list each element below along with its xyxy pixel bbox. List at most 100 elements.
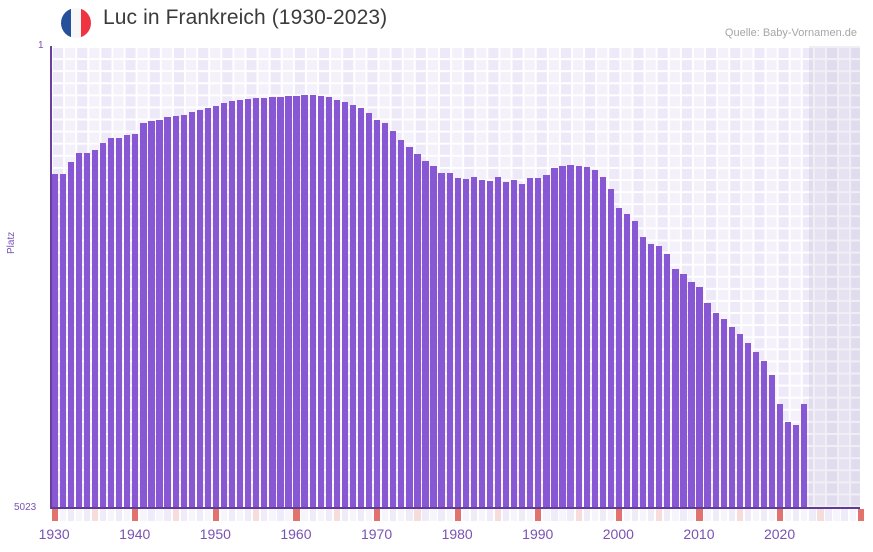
x-axis-tick-cell: [519, 509, 526, 521]
x-axis-tick-label: 1930: [38, 526, 70, 542]
x-axis-tick-cell: [398, 509, 405, 521]
x-axis-tick-cell: [470, 509, 478, 521]
x-axis-tick-cell: [196, 509, 203, 521]
x-axis-tick-cell: [309, 509, 316, 521]
chart-header: Luc in Frankreich (1930-2023) Quelle: Ba…: [0, 0, 873, 46]
x-axis-tick-cell: [180, 509, 187, 521]
y-axis-line: [50, 46, 52, 509]
bar: [462, 179, 469, 508]
x-axis-tick-cell: [75, 509, 83, 521]
x-axis-tick-cell: [535, 509, 542, 521]
bar: [317, 95, 324, 508]
bar: [204, 108, 212, 508]
x-axis-tick-cell: [454, 509, 461, 521]
x-axis-tick-cell: [333, 509, 340, 521]
x-axis-tick-cell: [269, 509, 276, 521]
bar: [261, 98, 268, 508]
x-axis-tick-cell: [365, 509, 373, 521]
x-axis-tick-cell: [99, 509, 107, 521]
bar: [293, 95, 300, 508]
x-axis-tick-cell: [599, 509, 606, 521]
bar: [253, 98, 260, 508]
bar: [430, 165, 437, 508]
x-axis-tick-cell: [527, 509, 534, 521]
x-axis-tick-cell: [382, 509, 389, 521]
x-axis-tick-cell: [736, 509, 743, 521]
unobserved-range-shade: [808, 46, 860, 508]
x-axis-tick-cell: [672, 509, 679, 521]
bar: [91, 149, 99, 508]
x-axis-tick-label: 1940: [119, 526, 151, 542]
x-axis-tick-cell: [245, 509, 252, 521]
bar: [301, 94, 308, 508]
bar: [728, 327, 735, 508]
bar: [752, 352, 760, 508]
x-axis-tick-cell: [591, 509, 598, 521]
flag-stripe-blue: [61, 8, 71, 38]
x-axis-tick-cell: [631, 509, 639, 521]
x-axis-tick-cell: [648, 509, 655, 521]
x-axis-tick-label: 1960: [280, 526, 312, 542]
bar: [140, 123, 147, 508]
x-axis-tick-cell: [478, 509, 486, 521]
x-axis-tick-cell: [164, 509, 171, 521]
x-axis-tick-cell: [494, 509, 502, 521]
bar: [672, 269, 679, 508]
y-axis-tick-top: 1: [38, 40, 44, 51]
bar: [438, 172, 445, 508]
x-axis-line: [51, 507, 860, 509]
x-axis-tick-cell: [639, 509, 647, 521]
bar: [124, 135, 131, 508]
bar: [99, 142, 107, 508]
x-axis-tick-cell: [140, 509, 147, 521]
x-axis-tick-cell: [704, 509, 711, 521]
x-axis-tick-cell: [116, 509, 123, 521]
x-axis-tick-cell: [67, 509, 75, 521]
bar: [83, 152, 91, 508]
bar: [446, 172, 453, 508]
bar: [365, 113, 373, 508]
x-axis-tick-label: 1970: [360, 526, 393, 542]
x-axis-tick-cell: [752, 509, 760, 521]
bar: [736, 333, 743, 508]
x-axis-tick-cell: [188, 509, 195, 521]
bar: [172, 115, 179, 508]
x-axis-tick-cell: [212, 509, 220, 521]
x-axis-tick-cell: [607, 509, 615, 521]
x-axis-tick-cell: [777, 509, 784, 521]
bar: [414, 154, 421, 508]
x-axis-tick-cell: [236, 509, 244, 521]
bar: [502, 182, 510, 508]
x-axis-tick-cell: [567, 509, 574, 521]
bar: [688, 282, 695, 508]
x-axis-tick-cell: [406, 509, 413, 521]
x-axis-tick-cell: [543, 509, 550, 521]
x-axis-tick-cell: [720, 509, 727, 521]
bar: [148, 121, 155, 508]
x-axis-tick-cell: [357, 509, 365, 521]
bar: [180, 114, 187, 508]
bar: [398, 139, 405, 508]
x-axis-tick-cell: [760, 509, 768, 521]
x-axis-tick-cell: [374, 509, 381, 521]
x-axis-tick-label: 1990: [522, 526, 554, 542]
bar: [196, 110, 203, 508]
bar: [228, 101, 236, 508]
bar: [132, 134, 139, 508]
x-axis-tick-cell: [83, 509, 91, 521]
x-axis-tick-cell: [656, 509, 663, 521]
bar: [333, 100, 340, 508]
bar: [696, 286, 703, 508]
x-axis-tick-cell: [486, 509, 494, 521]
bar: [704, 302, 711, 508]
bar: [559, 166, 566, 508]
x-axis-tick-label: 2020: [763, 526, 796, 542]
x-axis-tick-cell: [744, 509, 752, 521]
x-axis-tick-cell: [825, 509, 832, 521]
x-axis-tick-cell: [124, 509, 131, 521]
x-axis-tick-cell: [148, 509, 155, 521]
x-axis-tick-cell: [438, 509, 445, 521]
x-axis-tick-cell: [841, 509, 848, 521]
bar: [108, 137, 115, 508]
bar: [664, 253, 671, 508]
